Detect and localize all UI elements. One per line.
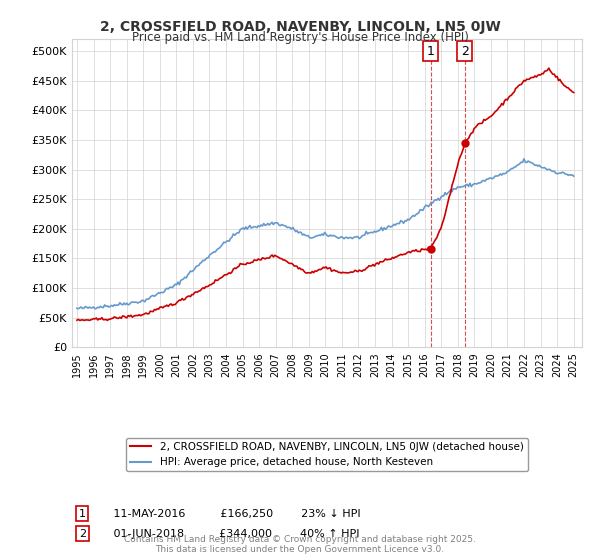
Text: 2, CROSSFIELD ROAD, NAVENBY, LINCOLN, LN5 0JW: 2, CROSSFIELD ROAD, NAVENBY, LINCOLN, LN… (100, 20, 500, 34)
Text: 1: 1 (79, 508, 86, 519)
Text: 01-JUN-2018          £344,000        40% ↑ HPI: 01-JUN-2018 £344,000 40% ↑ HPI (103, 529, 359, 539)
Text: 1: 1 (427, 45, 434, 58)
Text: Contains HM Land Registry data © Crown copyright and database right 2025.
This d: Contains HM Land Registry data © Crown c… (124, 535, 476, 554)
Legend: 2, CROSSFIELD ROAD, NAVENBY, LINCOLN, LN5 0JW (detached house), HPI: Average pri: 2, CROSSFIELD ROAD, NAVENBY, LINCOLN, LN… (127, 438, 527, 472)
Text: 2: 2 (79, 529, 86, 539)
Text: 11-MAY-2016          £166,250        23% ↓ HPI: 11-MAY-2016 £166,250 23% ↓ HPI (103, 508, 360, 519)
Text: Price paid vs. HM Land Registry's House Price Index (HPI): Price paid vs. HM Land Registry's House … (131, 31, 469, 44)
Text: 2: 2 (461, 45, 469, 58)
